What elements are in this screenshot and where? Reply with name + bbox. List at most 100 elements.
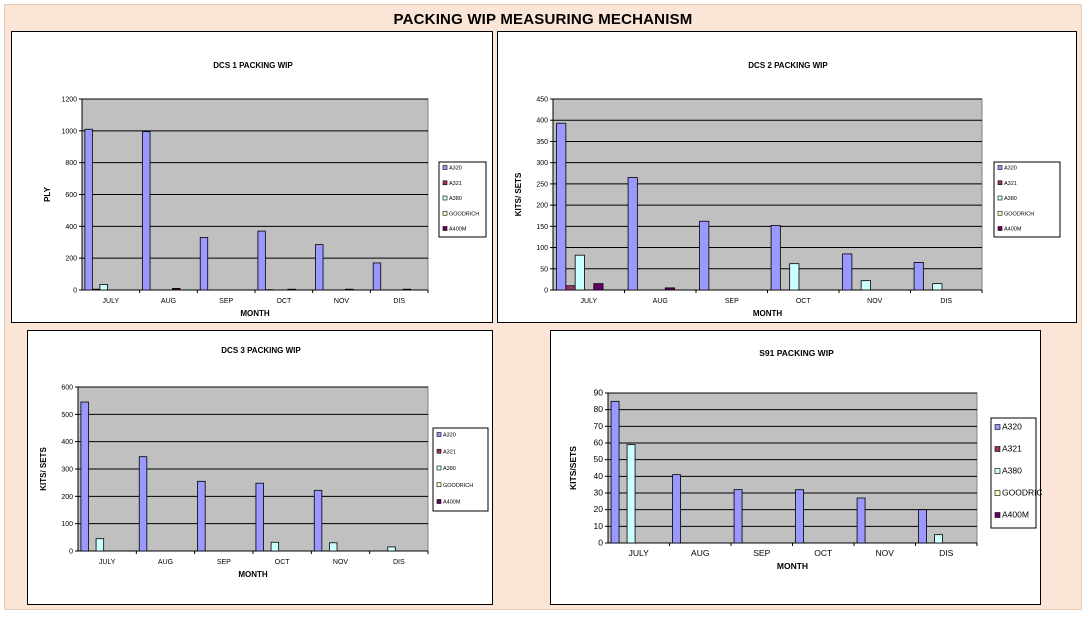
bar-a320-july [556, 122, 567, 291]
legend-label-a380: A380 [1002, 466, 1022, 476]
x-axis-label: MONTH [238, 570, 268, 579]
plot-area [552, 98, 983, 291]
bar-a320-dis [372, 262, 382, 291]
y-tick-label: 150 [536, 224, 548, 231]
legend-swatch-goodrich [997, 210, 1003, 216]
chart-panel-s91: S91 PACKING WIP 0 10 20 30 40 50 60 70 80 90 JULY AU… [550, 330, 1042, 605]
y-tick-label: 600 [61, 385, 73, 392]
chart-title: S91 PACKING WIP [759, 348, 834, 358]
legend-swatch-goodrich [442, 210, 448, 216]
legend-box [432, 427, 489, 512]
x-tick-label: JULY [99, 559, 116, 566]
x-tick-label: DIS [393, 298, 405, 305]
x-tick-label: OCT [275, 559, 291, 566]
x-tick-label: AUG [653, 298, 668, 305]
y-axis-label: KITS/ SETS [39, 447, 48, 491]
y-tick-label: 80 [594, 404, 604, 414]
bar-a320-sep [199, 237, 209, 291]
dashboard-page: PACKING WIP MEASURING MECHANISM DCS 1 PA… [4, 4, 1082, 610]
y-tick-label: 300 [61, 467, 73, 474]
y-tick-label: 300 [536, 160, 548, 167]
legend-swatch-a321 [442, 180, 448, 186]
legend-swatch-a400m [997, 226, 1003, 231]
bar-a380-nov [329, 542, 338, 552]
y-tick-label: 200 [65, 256, 77, 263]
legend-swatch-a380 [994, 468, 1001, 474]
y-tick-label: 100 [536, 245, 548, 252]
legend-swatch-a320 [436, 432, 442, 437]
bar-a380-july [574, 254, 585, 291]
legend-label-a400m: A400M [1002, 510, 1029, 520]
chart-panel-dcs3: DCS 3 PACKING WIP 0 100 200 300 400 500 600 JULY… [27, 330, 493, 605]
legend-swatch-a400m [442, 226, 448, 231]
x-tick-label: JULY [580, 298, 597, 305]
x-tick-label: AUG [691, 548, 709, 558]
legend-label-a400m: A400M [443, 500, 461, 506]
y-tick-label: 250 [536, 181, 548, 188]
legend-label-goodrich: GOODRICH [443, 483, 473, 489]
y-tick-label: 90 [594, 388, 604, 398]
legend-swatch-a400m [994, 512, 1001, 518]
legend-label-goodrich: GOODRICH [1004, 211, 1034, 217]
y-tick-label: 60 [594, 438, 604, 448]
legend-swatch-a321 [994, 446, 1001, 452]
legend-label-goodrich: GOODRICH [449, 211, 479, 217]
bar-a380-july [626, 444, 636, 544]
bar-a321-july [91, 288, 101, 291]
legend-label-a321: A321 [449, 181, 462, 187]
bar-a320-july [80, 401, 89, 552]
y-tick-label: 50 [594, 454, 604, 464]
legend-label-a380: A380 [1004, 196, 1017, 202]
y-tick-label: 600 [65, 192, 77, 199]
legend-label-a380: A380 [449, 196, 462, 202]
bar-a320-aug [627, 177, 638, 291]
y-tick-label: 1000 [61, 128, 77, 135]
x-tick-label: SEP [217, 559, 231, 566]
x-axis-label: MONTH [240, 309, 270, 318]
chart-title: DCS 1 PACKING WIP [213, 61, 293, 70]
legend-swatch-a320 [442, 165, 448, 170]
legend-label-goodrich: GOODRICH [1002, 488, 1042, 498]
y-tick-label: 20 [594, 504, 604, 514]
y-tick-label: 70 [594, 421, 604, 431]
x-tick-label: OCT [814, 548, 832, 558]
bar-a400m-aug [664, 287, 675, 291]
chart-svg: DCS 3 PACKING WIP 0 100 200 300 400 500 600 JULY… [39, 346, 489, 579]
legend-label-a380: A380 [443, 466, 456, 472]
y-tick-label: 50 [540, 266, 548, 273]
x-tick-label: NOV [876, 548, 895, 558]
bar-a320-aug [138, 456, 148, 552]
bar-a320-nov [856, 497, 866, 544]
legend-label-a320: A320 [1004, 166, 1017, 172]
legend-swatch-a321 [436, 448, 442, 454]
legend-label-a320: A320 [449, 166, 462, 172]
x-tick-label: AUG [161, 298, 176, 305]
x-tick-label: DIS [940, 298, 952, 305]
y-tick-label: 40 [594, 471, 604, 481]
bar-a380-nov [860, 280, 871, 291]
legend-swatch-a400m [436, 499, 442, 504]
y-tick-label: 800 [65, 160, 77, 167]
bar-a320-dis [918, 509, 927, 544]
x-tick-label: OCT [796, 298, 812, 305]
x-tick-label: SEP [725, 298, 739, 305]
bar-a320-sep [699, 220, 710, 291]
x-tick-label: SEP [219, 298, 233, 305]
bar-a320-nov [842, 253, 853, 291]
bar-a400m-oct [287, 288, 296, 291]
bar-a320-oct [257, 230, 266, 291]
x-tick-label: OCT [276, 298, 292, 305]
bar-a380-oct [270, 541, 280, 552]
bar-a320-nov [315, 244, 324, 291]
y-tick-label: 200 [61, 494, 73, 501]
x-tick-label: SEP [753, 548, 770, 558]
legend: A320 A321 A380 GOODRICH A400M [990, 417, 1042, 529]
y-axis-label: KITS/ SETS [514, 172, 523, 216]
legend-swatch-a321 [997, 180, 1003, 186]
x-axis-label: MONTH [753, 309, 783, 318]
legend-swatch-goodrich [436, 482, 442, 488]
legend-label-a321: A321 [1004, 181, 1017, 187]
bar-a320-sep [197, 480, 206, 552]
chart-title: DCS 2 PACKING WIP [748, 61, 828, 70]
bar-a320-oct [255, 482, 264, 552]
